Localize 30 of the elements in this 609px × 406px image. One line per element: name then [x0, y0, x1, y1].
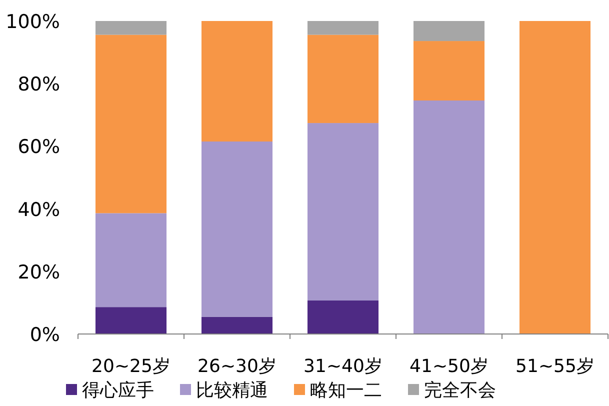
bar: [413, 100, 485, 334]
bar: [307, 300, 379, 334]
y-tick-label: 0%: [30, 324, 60, 346]
legend-label: 比较精通: [196, 380, 268, 401]
bar: [307, 34, 379, 124]
y-tick-label: 20%: [18, 261, 60, 284]
bar: [307, 123, 379, 301]
x-tick-label: 31~40岁: [304, 356, 382, 377]
bar: [95, 213, 167, 308]
y-tick-label: 80%: [18, 74, 60, 96]
bar: [95, 307, 167, 334]
x-tick-label: 41~50岁: [410, 356, 488, 377]
x-tick-label: 20~25岁: [92, 356, 170, 377]
bar: [201, 142, 273, 317]
bar: [519, 21, 591, 334]
bar: [95, 34, 167, 214]
y-tick-label: 40%: [18, 198, 60, 221]
bar: [95, 21, 167, 35]
bar: [201, 316, 273, 334]
x-tick-label: 51~55岁: [516, 356, 594, 377]
bar: [413, 21, 485, 42]
y-tick-label: 100%: [6, 11, 60, 33]
bar: [307, 21, 379, 35]
legend-label: 得心应手: [82, 380, 154, 401]
legend-label: 略知一二: [310, 380, 382, 401]
legend-label: 完全不会: [424, 380, 496, 401]
y-tick-label: 60%: [18, 136, 60, 158]
x-tick-label: 26~30岁: [198, 356, 276, 377]
bar: [413, 41, 485, 100]
bar: [201, 21, 273, 142]
